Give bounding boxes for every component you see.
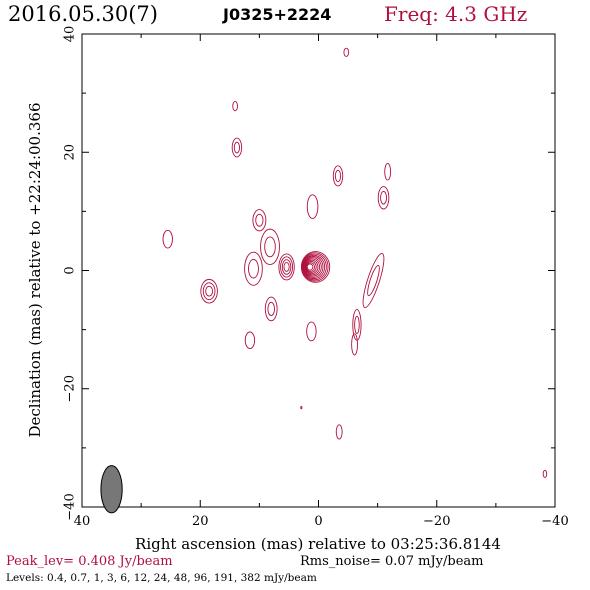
contour-level xyxy=(306,194,319,219)
axis-tick-labels: 40 20 0 −20 −40 −40 −20 0 20 40 xyxy=(63,26,569,529)
contour-level xyxy=(255,213,264,227)
contour-level xyxy=(248,259,259,279)
contour-group xyxy=(162,47,548,478)
contour-level xyxy=(283,262,290,272)
contour-level xyxy=(377,186,390,210)
contour-component xyxy=(351,333,358,356)
contour-level xyxy=(380,191,387,205)
contour-level xyxy=(351,333,358,356)
y-tick-label: −20 xyxy=(63,375,78,402)
contour-level xyxy=(202,282,216,301)
y-tick-label: 40 xyxy=(63,26,78,43)
peak-level: Peak_lev= 0.408 Jy/beam xyxy=(6,554,173,569)
contour-component xyxy=(260,228,280,266)
y-tick-label: 20 xyxy=(63,144,78,161)
contour-level xyxy=(302,253,327,281)
contour-level xyxy=(278,253,295,281)
contour-component xyxy=(306,194,319,219)
contour-level xyxy=(252,209,267,232)
contour-level xyxy=(260,228,280,266)
contour-component xyxy=(278,253,295,281)
contour-component xyxy=(232,100,238,112)
contour-component xyxy=(252,209,267,232)
contour-level xyxy=(264,236,276,258)
contour-component xyxy=(244,251,263,286)
contour-level xyxy=(244,251,263,286)
contour-component xyxy=(542,469,548,478)
y-tick-label: −40 xyxy=(63,493,78,520)
x-tick-label: 0 xyxy=(314,514,322,529)
contour-level xyxy=(205,285,213,297)
rms-noise: Rms_noise= 0.07 mJy/beam xyxy=(300,554,484,569)
contour-level xyxy=(302,254,326,280)
contour-component xyxy=(335,424,343,440)
contour-component xyxy=(231,137,243,158)
contour-level xyxy=(343,47,350,57)
contour-level xyxy=(354,315,360,334)
contour-component xyxy=(300,406,303,410)
contour-level xyxy=(305,259,319,275)
contour-level xyxy=(231,137,243,158)
contour-component xyxy=(300,251,331,283)
contour-level xyxy=(244,331,256,349)
contour-level xyxy=(306,321,317,342)
frequency-label: Freq: 4.3 GHz xyxy=(384,2,528,26)
contour-level xyxy=(303,256,324,278)
y-axis-label: Declination (mas) relative to +22:24:00.… xyxy=(26,102,44,437)
contour-level xyxy=(304,258,321,276)
x-tick-label: −20 xyxy=(423,514,450,529)
contour-component xyxy=(306,321,317,342)
contour-level xyxy=(232,100,238,112)
contour-component xyxy=(162,229,173,249)
contour-level xyxy=(303,257,322,277)
contour-level xyxy=(367,264,380,297)
contour-level xyxy=(300,251,331,283)
contour-level xyxy=(267,301,275,317)
contour-component xyxy=(362,253,385,309)
contour-level xyxy=(200,278,218,304)
contour-level xyxy=(305,260,317,273)
contour-component xyxy=(264,296,278,322)
beam-ellipse xyxy=(100,465,123,514)
x-tick-label: −40 xyxy=(541,514,568,529)
contour-component xyxy=(200,278,218,304)
contour-levels: Levels: 0.4, 0.7, 1, 3, 6, 12, 24, 48, 9… xyxy=(6,572,317,584)
contour-level xyxy=(362,253,385,309)
contour-component xyxy=(384,163,392,181)
contour-level xyxy=(301,252,329,282)
contour-component xyxy=(244,331,256,349)
y-tick-label: 0 xyxy=(63,266,78,274)
contour-level xyxy=(280,256,294,278)
contour-level xyxy=(542,469,548,478)
axis-ticks xyxy=(81,33,556,508)
contour-level xyxy=(264,296,278,322)
contour-level xyxy=(306,263,314,271)
observation-date: 2016.05.30(7) xyxy=(8,2,158,26)
contour-level xyxy=(335,424,343,440)
contour-component xyxy=(377,186,390,210)
contour-level xyxy=(384,163,392,181)
x-axis-label: Right ascension (mas) relative to 03:25:… xyxy=(135,535,501,553)
x-tick-label: 20 xyxy=(192,514,209,529)
contour-level xyxy=(334,169,342,182)
contour-level xyxy=(332,165,344,187)
contour-component xyxy=(343,47,350,57)
contour-level xyxy=(281,259,292,275)
contour-level xyxy=(300,406,303,410)
contour-level xyxy=(306,262,316,272)
x-tick-label: 40 xyxy=(74,514,91,529)
source-name: J0325+2224 xyxy=(223,5,332,24)
contour-level xyxy=(233,141,241,154)
contour-component xyxy=(332,165,344,187)
contour-level xyxy=(162,229,173,249)
